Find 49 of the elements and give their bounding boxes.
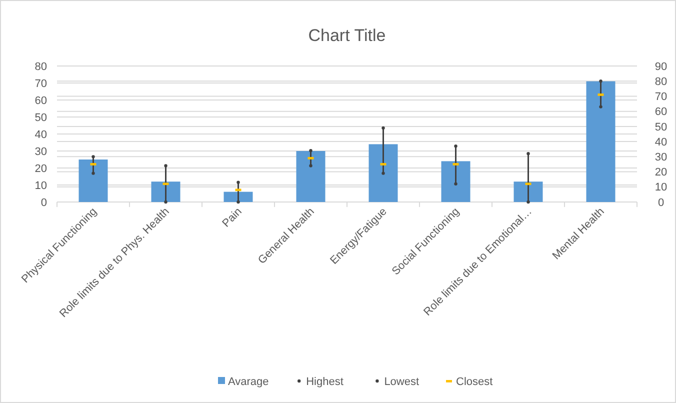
point	[236, 200, 240, 204]
y2-tick-label: 90	[654, 60, 668, 73]
point	[454, 182, 458, 186]
point	[164, 164, 168, 168]
y-tick-label: 80	[34, 60, 47, 73]
point	[382, 126, 385, 130]
point	[92, 172, 95, 175]
point	[236, 180, 240, 184]
point	[92, 155, 95, 158]
y-tick-label: 50	[34, 112, 47, 124]
bar	[586, 81, 616, 202]
y2-tick-label: 60	[654, 106, 668, 118]
bar	[441, 161, 470, 202]
y2-tick-label: 50	[654, 121, 668, 134]
y2-tick-label: 80	[654, 76, 668, 88]
x-tick-label: Pain	[220, 206, 244, 230]
y-tick-label: 0	[40, 196, 47, 209]
y-tick-label: 30	[34, 146, 47, 158]
bar	[224, 192, 253, 202]
y2-tick-label: 70	[654, 91, 668, 104]
point	[526, 200, 530, 204]
y2-tick-label: 0	[658, 196, 664, 209]
y-tick-label: 10	[34, 180, 47, 192]
bar	[296, 151, 326, 202]
bar	[514, 182, 543, 202]
point	[382, 172, 385, 175]
bar	[151, 182, 180, 202]
point	[309, 164, 312, 168]
y-tick-label: 70	[34, 78, 47, 90]
bar	[78, 160, 108, 202]
y2-tick-label: 10	[654, 182, 668, 194]
y2-tick-label: 20	[654, 166, 668, 179]
y2-tick-label: 40	[654, 136, 668, 148]
legend-label: Lowest	[384, 376, 420, 388]
point	[164, 200, 168, 204]
legend-label: Closest	[456, 376, 493, 388]
point	[309, 149, 312, 152]
point	[454, 144, 458, 148]
y2-tick-label: 30	[654, 152, 668, 164]
legend-label: Highest	[306, 376, 344, 388]
legend-label: Avarage	[228, 376, 269, 388]
point	[526, 152, 530, 156]
y-tick-label: 60	[34, 94, 47, 107]
y-tick-label: 20	[34, 162, 47, 175]
point	[599, 80, 602, 83]
point	[599, 105, 602, 108]
chart-title: Chart Title	[308, 26, 386, 45]
y-tick-label: 40	[34, 128, 47, 141]
bar	[368, 144, 398, 202]
